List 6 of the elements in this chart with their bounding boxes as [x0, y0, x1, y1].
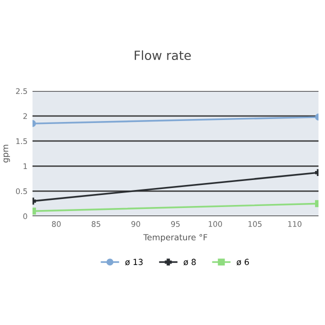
legend-label: ø 6: [236, 258, 249, 266]
chart-title: Flow rate: [134, 50, 191, 60]
x-axis-title: Temperature °F: [143, 234, 208, 242]
legend-label: ø 8: [184, 258, 196, 266]
y-axis-title: gpm: [4, 144, 10, 162]
legend-label: ø 13: [125, 258, 143, 266]
